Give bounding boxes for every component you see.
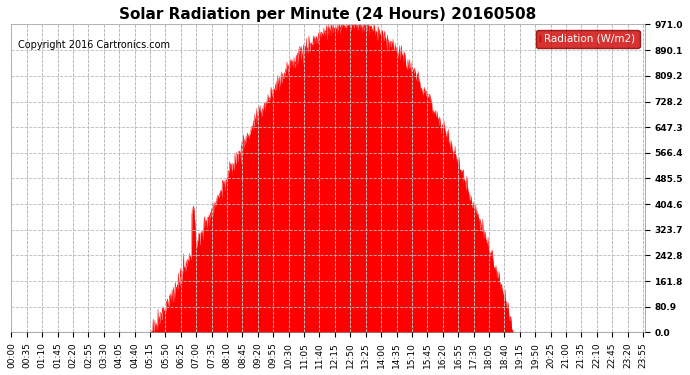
Title: Solar Radiation per Minute (24 Hours) 20160508: Solar Radiation per Minute (24 Hours) 20… — [119, 7, 537, 22]
Text: Copyright 2016 Cartronics.com: Copyright 2016 Cartronics.com — [18, 40, 170, 50]
Legend: Radiation (W/m2): Radiation (W/m2) — [536, 30, 640, 48]
